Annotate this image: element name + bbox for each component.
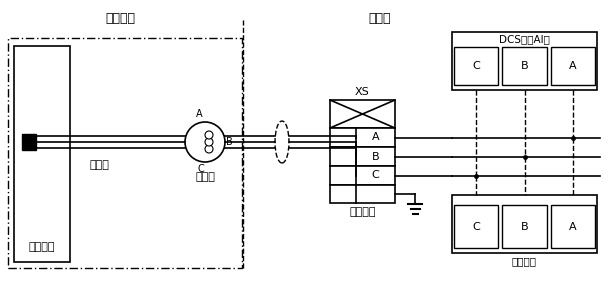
Text: A: A xyxy=(196,109,202,119)
Text: C: C xyxy=(472,221,480,232)
Bar xyxy=(22,134,36,150)
Bar xyxy=(502,205,547,248)
Text: 生产现场: 生产现场 xyxy=(105,12,135,25)
Bar xyxy=(330,100,395,128)
Bar xyxy=(14,46,70,262)
Bar xyxy=(8,38,242,268)
Bar xyxy=(551,205,595,248)
Text: A: A xyxy=(371,133,379,142)
Text: A: A xyxy=(569,221,577,232)
Circle shape xyxy=(205,145,213,153)
Circle shape xyxy=(205,131,213,139)
Bar xyxy=(330,166,395,185)
Bar xyxy=(502,47,547,85)
Text: B: B xyxy=(521,61,529,71)
Text: B: B xyxy=(521,221,529,232)
Bar xyxy=(551,47,595,85)
Text: B: B xyxy=(226,137,233,147)
Text: 工艺设备: 工艺设备 xyxy=(29,242,55,252)
Text: C: C xyxy=(197,164,204,174)
Text: C: C xyxy=(371,171,379,180)
Text: 控制室: 控制室 xyxy=(369,12,391,25)
Circle shape xyxy=(185,122,225,162)
Bar xyxy=(330,185,395,203)
Bar xyxy=(330,147,395,166)
Bar xyxy=(330,128,395,147)
Bar xyxy=(454,205,499,248)
Text: 接线盒: 接线盒 xyxy=(195,172,215,182)
Text: A: A xyxy=(569,61,577,71)
Text: XS: XS xyxy=(355,87,370,97)
Text: DCS系统AI卡: DCS系统AI卡 xyxy=(499,34,550,44)
Bar xyxy=(452,195,597,253)
Text: B: B xyxy=(371,151,379,162)
Bar xyxy=(454,47,499,85)
Circle shape xyxy=(205,138,213,146)
Text: 接线端子: 接线端子 xyxy=(349,207,376,217)
Bar xyxy=(452,32,597,90)
Text: 显示仪表: 显示仪表 xyxy=(512,256,537,266)
Text: 热电阻: 热电阻 xyxy=(90,160,110,170)
Text: C: C xyxy=(472,61,480,71)
